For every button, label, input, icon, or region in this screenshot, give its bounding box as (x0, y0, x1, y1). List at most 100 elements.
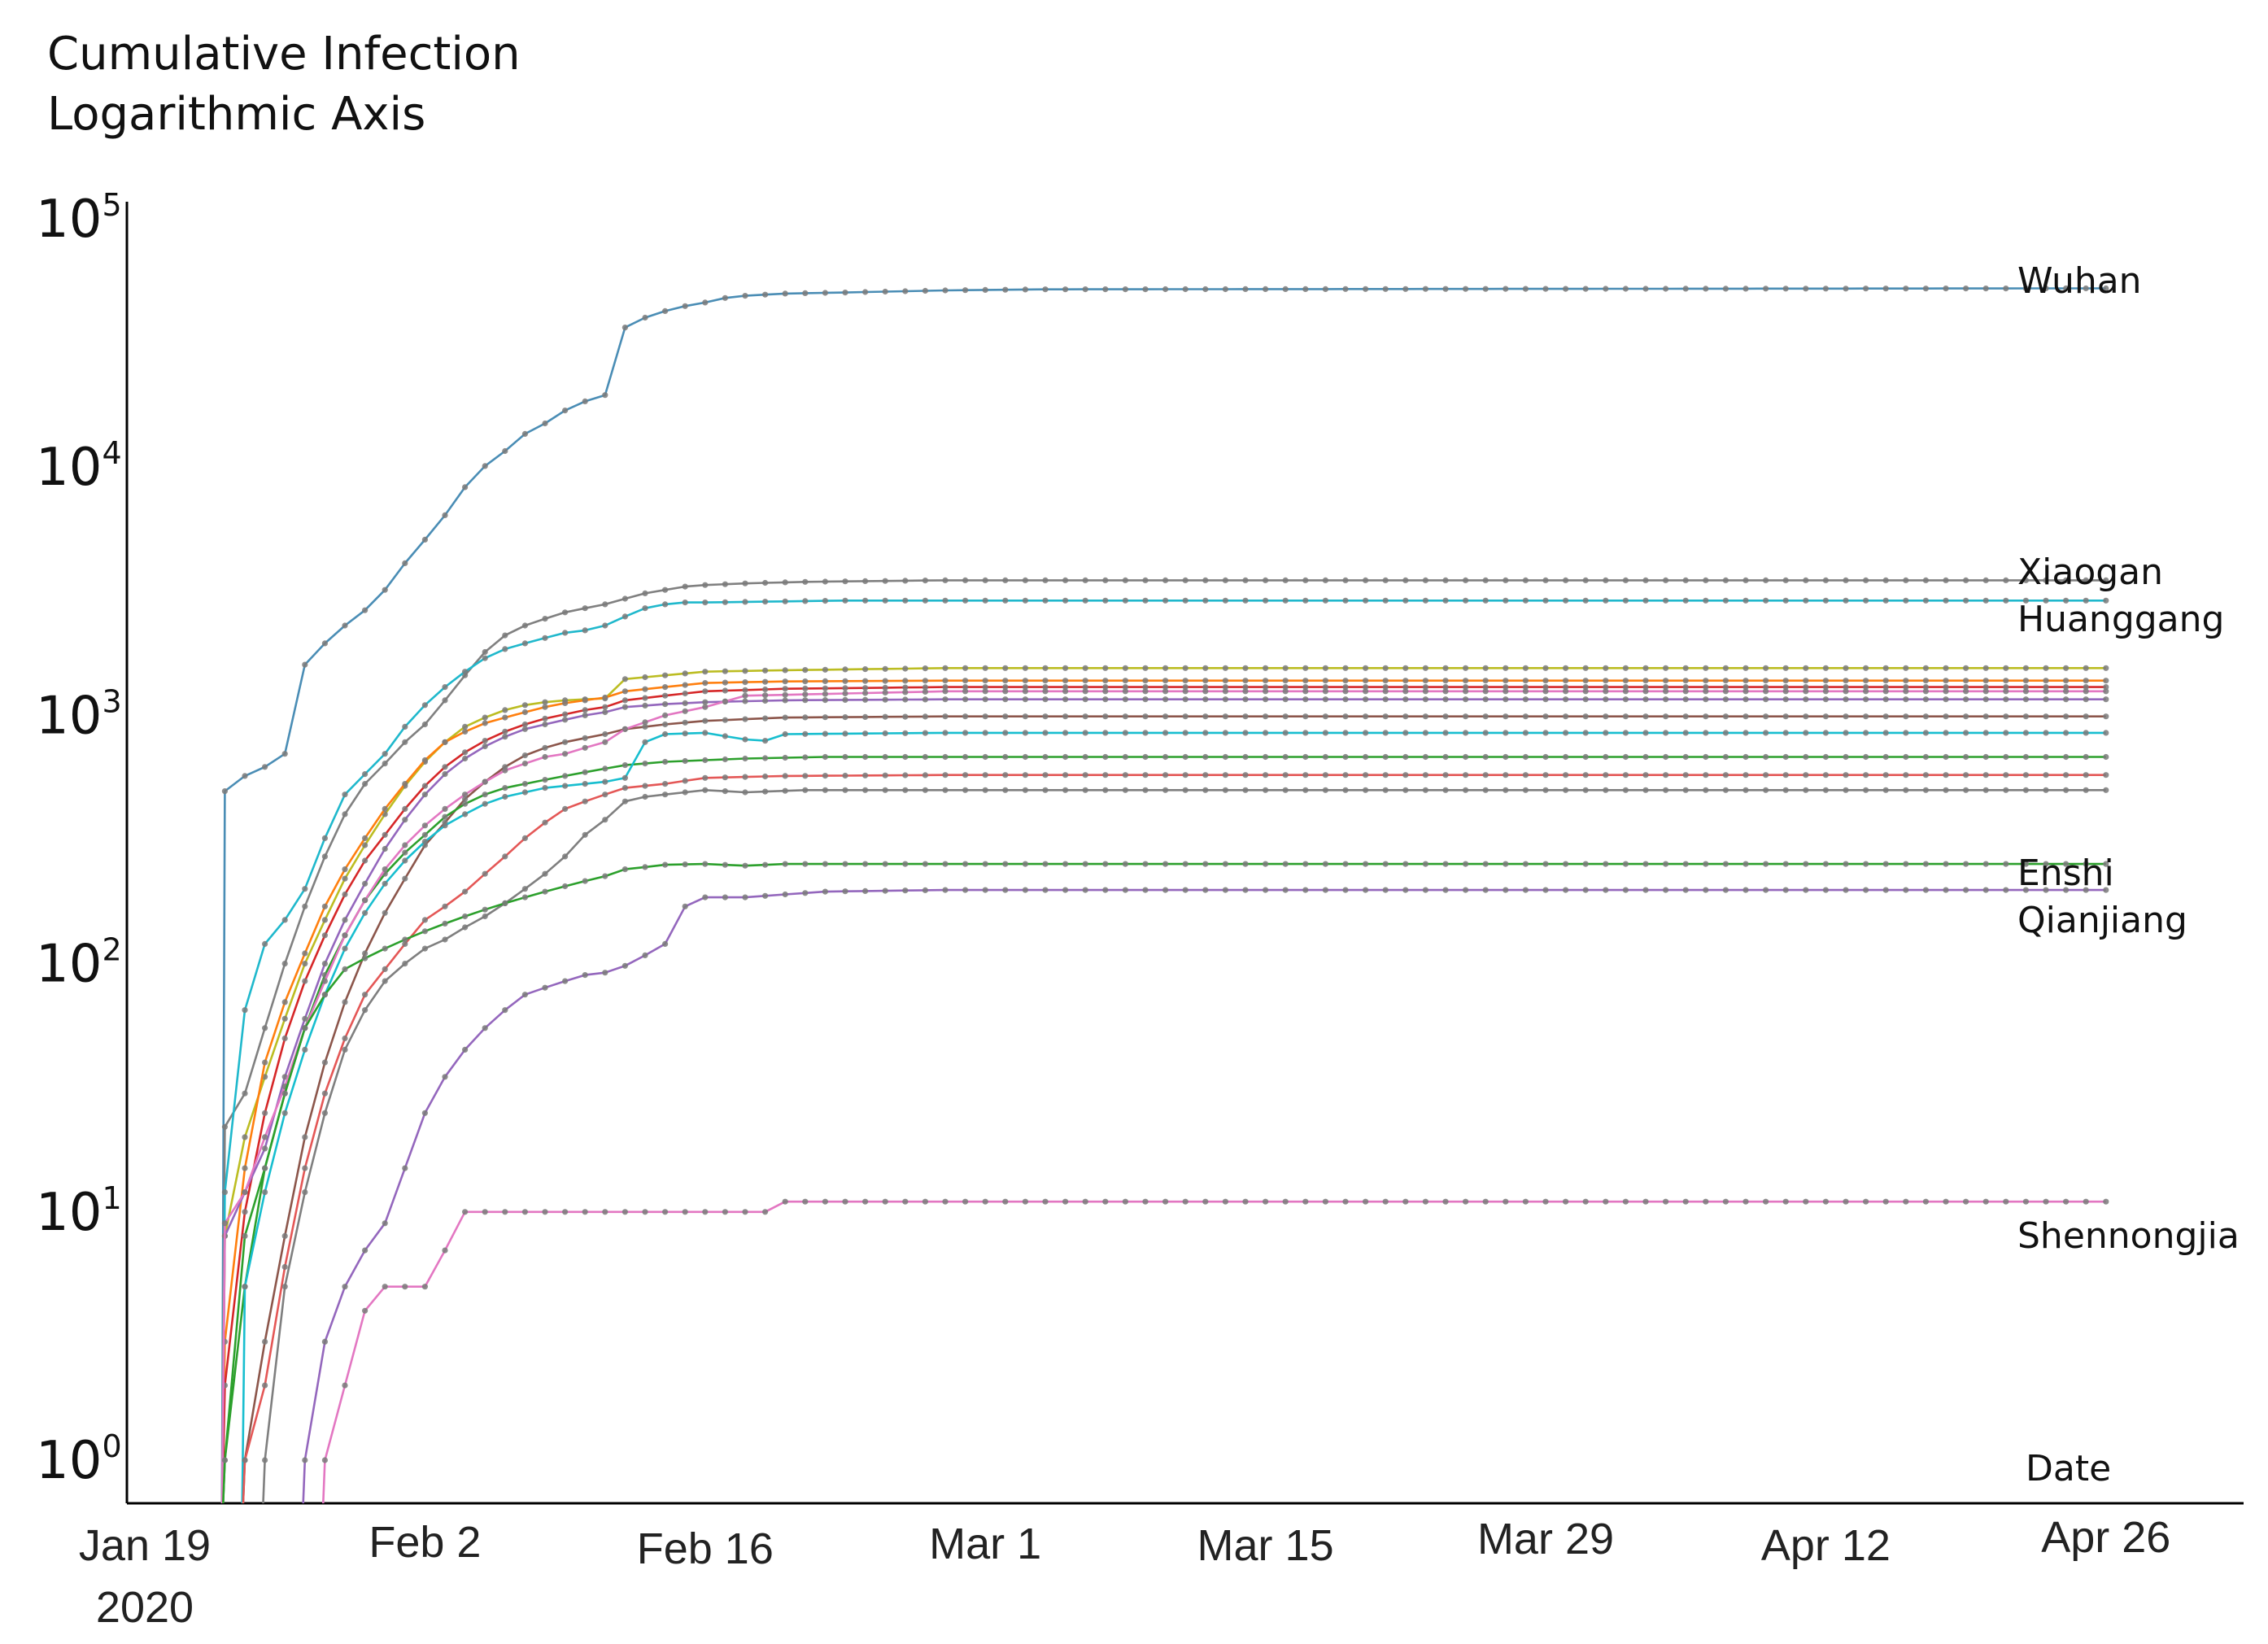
data-point (1022, 753, 1028, 761)
data-point (382, 587, 388, 593)
data-point (1363, 684, 1369, 691)
data-point (2083, 684, 2089, 691)
data-point (662, 940, 669, 947)
data-point (2083, 1198, 2089, 1205)
data-point (1563, 713, 1569, 720)
data-point (1363, 861, 1369, 867)
data-point (1342, 577, 1349, 584)
data-point (1663, 787, 1669, 793)
data-point (1002, 688, 1009, 695)
data-point (1082, 688, 1088, 695)
data-point (1922, 678, 1929, 684)
data-point (262, 1457, 268, 1463)
series-shennongjia (321, 1198, 2109, 1503)
data-point (902, 1198, 909, 1205)
data-point (1603, 713, 1609, 720)
data-point (802, 754, 809, 761)
data-point (822, 730, 829, 737)
data-point (1363, 597, 1369, 604)
data-point (982, 678, 988, 684)
data-point (521, 702, 529, 709)
data-point (902, 787, 909, 793)
data-point (2003, 887, 2009, 893)
data-point (1062, 688, 1069, 695)
data-point (942, 730, 949, 736)
series-line (220, 579, 2106, 1503)
data-point (1142, 1198, 1149, 1205)
data-point (1742, 787, 1749, 793)
data-point (1482, 861, 1489, 867)
data-point (1382, 861, 1389, 867)
data-point (1963, 730, 1969, 736)
data-point (2063, 684, 2070, 691)
data-point (1682, 684, 1689, 691)
data-point (582, 605, 588, 612)
data-point (1622, 1198, 1629, 1205)
data-point (1022, 286, 1028, 293)
data-point (2103, 730, 2109, 736)
data-point (582, 744, 588, 751)
data-point (1682, 887, 1689, 893)
data-point (1503, 286, 1509, 292)
data-point (1822, 684, 1829, 691)
data-point (762, 788, 769, 795)
data-point (1182, 577, 1189, 584)
data-point (302, 1046, 308, 1053)
data-point (1162, 688, 1169, 695)
data-point (2083, 678, 2089, 684)
data-point (2043, 861, 2049, 867)
data-point (542, 888, 548, 895)
data-point (642, 723, 648, 730)
data-point (462, 1046, 469, 1053)
data-point (1642, 753, 1649, 761)
data-point (622, 613, 629, 620)
data-point (1943, 665, 1949, 671)
data-point (1282, 577, 1289, 584)
data-point (1763, 787, 1769, 793)
data-point (862, 578, 869, 585)
data-point (421, 822, 429, 829)
data-point (1322, 688, 1328, 695)
data-point (842, 730, 848, 737)
data-point (1222, 1198, 1228, 1205)
data-point (822, 714, 829, 721)
data-point (902, 753, 909, 761)
data-point (962, 678, 969, 684)
data-point (2003, 1198, 2009, 1205)
data-point (1142, 730, 1149, 736)
series-label-enshi: Enshi (2017, 853, 2114, 894)
data-point (1563, 730, 1569, 736)
data-point (442, 771, 448, 778)
data-point (1603, 684, 1609, 691)
data-point (1142, 665, 1149, 671)
data-point (1903, 753, 1909, 761)
data-point (1803, 684, 1809, 691)
data-point (982, 730, 988, 736)
data-point (442, 697, 448, 704)
data-point (1503, 696, 1509, 703)
data-point (1803, 688, 1809, 695)
data-point (1242, 597, 1249, 604)
data-point (1742, 887, 1749, 893)
data-point (1722, 688, 1729, 695)
data-point (1062, 1198, 1069, 1205)
data-point (942, 696, 949, 703)
data-point (1763, 286, 1769, 292)
data-point (2003, 861, 2009, 867)
y-tick-label: 103 (36, 683, 122, 746)
data-point (1442, 286, 1449, 292)
data-point (702, 669, 709, 675)
data-point (1002, 678, 1009, 684)
data-point (402, 1284, 408, 1290)
data-point (962, 287, 969, 294)
data-point (1782, 887, 1789, 893)
data-point (1582, 597, 1589, 604)
series-line (262, 789, 2106, 1503)
data-point (1042, 665, 1049, 671)
data-point (1463, 753, 1469, 761)
data-point (622, 774, 629, 781)
data-point (782, 667, 788, 674)
data-point (662, 781, 669, 787)
data-point (982, 665, 988, 671)
data-point (502, 646, 508, 652)
